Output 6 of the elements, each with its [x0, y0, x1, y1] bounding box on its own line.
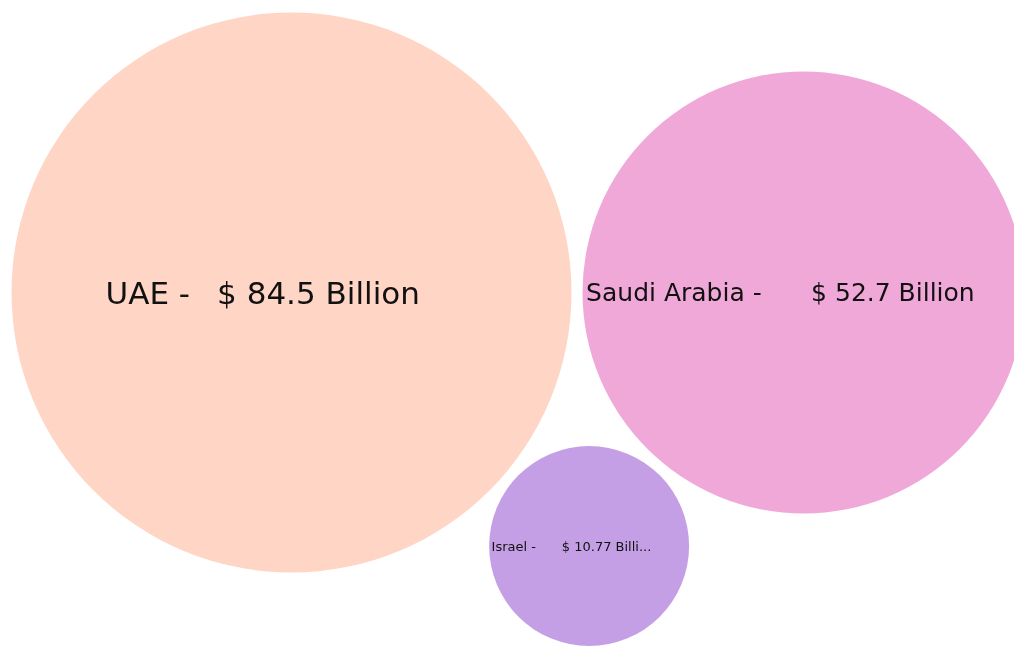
category-label: Saudi Arabia - — [586, 278, 762, 307]
data-label: $ 52.7 Billion — [811, 278, 975, 307]
data-label: $ 10.77 Billi... — [561, 538, 652, 554]
category-label: Israel - — [491, 538, 537, 554]
category-label: UAE - — [105, 274, 191, 311]
data-label: $ 84.5 Billion — [217, 274, 420, 311]
